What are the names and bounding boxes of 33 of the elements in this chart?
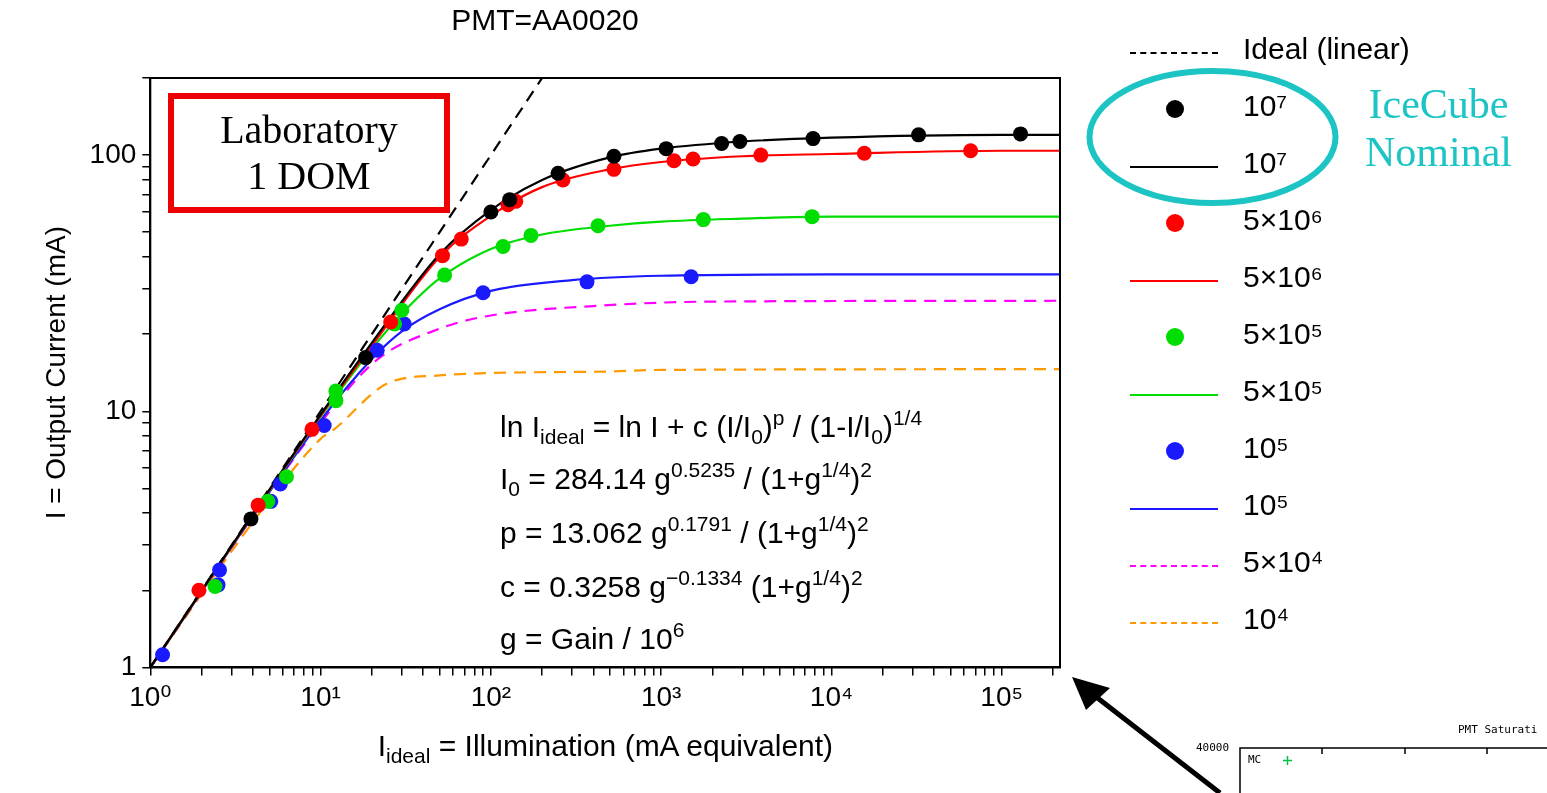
x-tick-label: 10²: [470, 680, 512, 712]
legend-label: 10⁷: [1243, 89, 1288, 123]
x-axis-title: I$_{ideal}$ = Illumination (mA equivalent): [377, 729, 834, 768]
legend-label: 5×10⁶: [1243, 260, 1323, 294]
text: ln I$_{ideal}$ = ln I + c (I/I$_{0}$)$^{p}$ / (1-I/I$_{0}$)$^{1/4}$: [500, 406, 923, 449]
legend-label: 5×10⁵: [1243, 374, 1324, 408]
legend-label: 10⁴: [1243, 602, 1290, 636]
x-tick-label: 10⁰: [129, 680, 172, 712]
text: MC: [1248, 753, 1262, 767]
legend-label: 5×10⁶: [1243, 203, 1323, 237]
y-tick-label: 100: [89, 137, 137, 169]
legend-label: 10⁵: [1243, 488, 1289, 522]
legend-label: 10⁵: [1243, 431, 1289, 465]
x-tick-label: 10⁴: [809, 680, 854, 712]
annotation: c = 0.3258 g$^{−0.1334}$ (1+g$^{1/4}$)$^{2}$: [500, 566, 863, 605]
annotation: p = 13.062 g$^{0.1791}$ / (1+g$^{1/4}$)$^{2}$: [500, 512, 869, 551]
legend-label: 5×10⁵: [1243, 317, 1324, 351]
legend-label: Ideal (linear): [1243, 32, 1410, 66]
legend-label: 10⁷: [1243, 146, 1288, 180]
annotation: g = Gain / 10$^{6}$: [500, 618, 685, 657]
text: IceCube Nominal: [1365, 80, 1512, 177]
x-tick-label: 10⁵: [980, 680, 1024, 712]
chart-title: PMT=AA0020: [451, 3, 639, 37]
annotation: I$_{0}$ = 284.14 g$^{0.5235}$ / (1+g$^{1/4}$)$^{2}$: [500, 458, 873, 501]
x-tick-label: 10³: [640, 680, 682, 712]
y-axis-title: I = Output Current (mA): [39, 226, 71, 520]
y-tick-label: 10: [105, 393, 137, 425]
y-tick-label: 1: [120, 650, 137, 682]
text: PMT Saturati: [1458, 723, 1538, 737]
text: 40000: [1196, 741, 1230, 755]
legend-label: 5×10⁴: [1243, 545, 1324, 579]
x-tick-label: 10¹: [300, 680, 341, 712]
annotation: Laboratory 1 DOM: [168, 93, 450, 213]
